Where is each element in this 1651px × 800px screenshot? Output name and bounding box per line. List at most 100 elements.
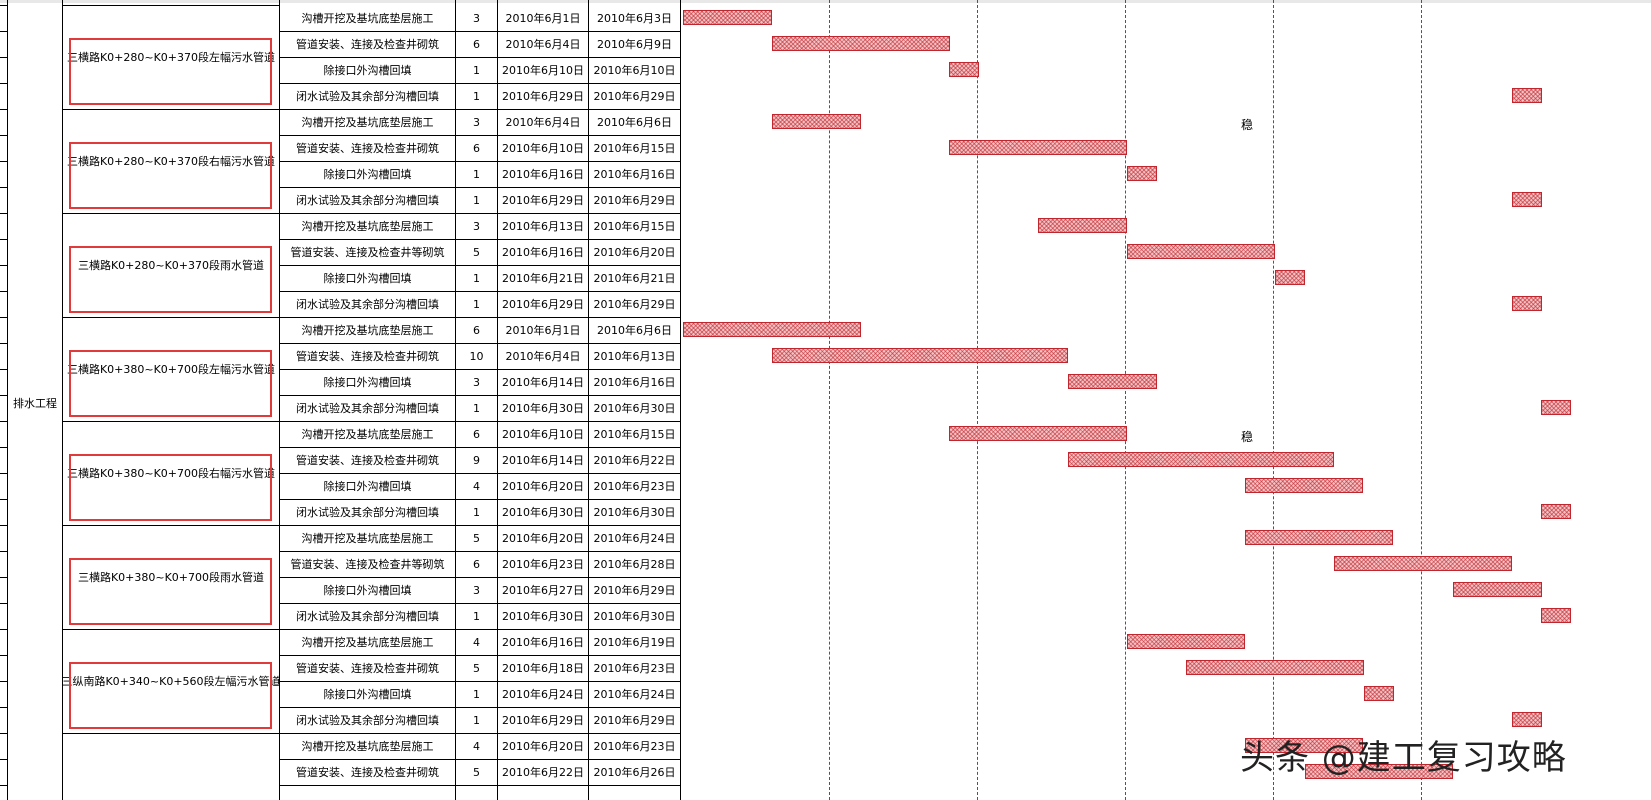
start-date-cell[interactable]: 2010年6月29日 <box>502 298 584 311</box>
duration-cell[interactable]: 1 <box>473 89 480 103</box>
duration-cell[interactable]: 1 <box>473 167 480 181</box>
task-name-cell[interactable]: 闭水试验及其余部分沟槽回填 <box>296 298 439 311</box>
gantt-bar[interactable] <box>772 114 861 129</box>
end-date-cell[interactable]: 2010年6月15日 <box>593 428 676 441</box>
duration-cell[interactable]: 1 <box>473 63 480 77</box>
end-date-cell[interactable]: 2010年6月15日 <box>593 220 676 233</box>
task-name-cell[interactable]: 沟槽开挖及基坑底垫层施工 <box>301 740 434 753</box>
end-date-cell[interactable]: 2010年6月6日 <box>597 324 672 337</box>
start-date-cell[interactable]: 2010年6月16日 <box>502 246 584 259</box>
start-date-cell[interactable]: 2010年6月29日 <box>502 194 584 207</box>
duration-cell[interactable]: 5 <box>473 531 480 545</box>
task-name-cell[interactable]: 闭水试验及其余部分沟槽回填 <box>296 90 439 103</box>
end-date-cell[interactable]: 2010年6月30日 <box>593 402 676 415</box>
start-date-cell[interactable]: 2010年6月23日 <box>502 558 584 571</box>
start-date-cell[interactable]: 2010年6月1日 <box>505 324 581 337</box>
category-cell[interactable]: 排水工程 <box>13 396 57 410</box>
duration-cell[interactable]: 6 <box>473 427 480 441</box>
end-date-cell[interactable]: 2010年6月29日 <box>593 298 676 311</box>
duration-cell[interactable]: 3 <box>473 219 480 233</box>
gantt-bar[interactable] <box>1275 270 1305 285</box>
gantt-bar[interactable] <box>1127 244 1275 259</box>
gantt-bar[interactable] <box>683 10 772 25</box>
duration-cell[interactable]: 5 <box>473 765 480 779</box>
cell-note[interactable]: 稳 <box>1241 118 1254 132</box>
duration-cell[interactable]: 6 <box>473 557 480 571</box>
start-date-cell[interactable]: 2010年6月20日 <box>502 532 584 545</box>
task-name-cell[interactable]: 除接口外沟槽回填 <box>323 480 412 493</box>
group-name-cell[interactable]: 三纵南路K0+340~K0+560段左幅污水管道 <box>61 675 281 688</box>
cell-note[interactable]: 稳 <box>1241 430 1254 444</box>
end-date-cell[interactable]: 2010年6月15日 <box>593 142 676 155</box>
gantt-bar[interactable] <box>949 62 979 77</box>
gantt-bar[interactable] <box>1127 634 1245 649</box>
start-date-cell[interactable]: 2010年6月22日 <box>502 766 584 779</box>
gantt-bar[interactable] <box>1541 608 1571 623</box>
gantt-bar[interactable] <box>1512 712 1542 727</box>
duration-cell[interactable]: 4 <box>473 739 480 753</box>
start-date-cell[interactable]: 2010年6月14日 <box>502 454 584 467</box>
end-date-cell[interactable]: 2010年6月6日 <box>597 116 672 129</box>
task-name-cell[interactable]: 沟槽开挖及基坑底垫层施工 <box>301 428 434 441</box>
task-name-cell[interactable]: 沟槽开挖及基坑底垫层施工 <box>301 636 434 649</box>
group-name-cell[interactable] <box>63 733 279 800</box>
end-date-cell[interactable]: 2010年6月16日 <box>593 376 676 389</box>
task-name-cell[interactable]: 管道安装、连接及检查井砌筑 <box>296 766 439 779</box>
duration-cell[interactable]: 3 <box>473 583 480 597</box>
gantt-bar[interactable] <box>1305 764 1453 779</box>
end-date-cell[interactable]: 2010年6月23日 <box>593 480 676 493</box>
duration-cell[interactable]: 3 <box>473 11 480 25</box>
group-name-cell[interactable]: 三横路K0+380~K0+700段雨水管道 <box>77 571 265 584</box>
end-date-cell[interactable]: 2010年6月16日 <box>593 168 676 181</box>
task-name-cell[interactable]: 闭水试验及其余部分沟槽回填 <box>296 506 439 519</box>
start-date-cell[interactable]: 2010年6月16日 <box>502 636 584 649</box>
task-name-cell[interactable]: 除接口外沟槽回填 <box>323 272 412 285</box>
task-name-cell[interactable]: 沟槽开挖及基坑底垫层施工 <box>301 220 434 233</box>
duration-cell[interactable]: 3 <box>473 115 480 129</box>
gantt-bar[interactable] <box>1364 686 1394 701</box>
start-date-cell[interactable]: 2010年6月30日 <box>502 506 584 519</box>
task-name-cell[interactable]: 沟槽开挖及基坑底垫层施工 <box>301 324 434 337</box>
task-name-cell[interactable]: 管道安装、连接及检查井砌筑 <box>296 662 439 675</box>
duration-cell[interactable]: 5 <box>473 661 480 675</box>
gantt-bar[interactable] <box>683 322 861 337</box>
task-name-cell[interactable]: 管道安装、连接及检查井砌筑 <box>296 38 439 51</box>
start-date-cell[interactable]: 2010年6月27日 <box>502 584 584 597</box>
task-name-cell[interactable]: 管道安装、连接及检查井砌筑 <box>296 142 439 155</box>
task-name-cell[interactable]: 除接口外沟槽回填 <box>323 168 412 181</box>
duration-cell[interactable]: 1 <box>473 193 480 207</box>
start-date-cell[interactable]: 2010年6月4日 <box>505 116 581 129</box>
start-date-cell[interactable]: 2010年6月10日 <box>502 142 584 155</box>
gantt-bar[interactable] <box>1512 192 1542 207</box>
group-name-cell[interactable]: 三横路K0+280~K0+370段雨水管道 <box>77 259 265 272</box>
end-date-cell[interactable]: 2010年6月30日 <box>593 506 676 519</box>
start-date-cell[interactable]: 2010年6月21日 <box>502 272 584 285</box>
start-date-cell[interactable]: 2010年6月30日 <box>502 402 584 415</box>
task-name-cell[interactable]: 除接口外沟槽回填 <box>323 584 412 597</box>
gantt-bar[interactable] <box>1512 296 1542 311</box>
start-date-cell[interactable]: 2010年6月18日 <box>502 662 584 675</box>
start-date-cell[interactable]: 2010年6月20日 <box>502 740 584 753</box>
end-date-cell[interactable]: 2010年6月30日 <box>593 610 676 623</box>
task-name-cell[interactable]: 沟槽开挖及基坑底垫层施工 <box>301 116 434 129</box>
gantt-bar[interactable] <box>1245 478 1363 493</box>
duration-cell[interactable]: 1 <box>473 505 480 519</box>
group-name-cell[interactable]: 三横路K0+280~K0+370段左幅污水管道 <box>66 51 276 64</box>
duration-cell[interactable]: 6 <box>473 37 480 51</box>
task-name-cell[interactable]: 闭水试验及其余部分沟槽回填 <box>296 610 439 623</box>
end-date-cell[interactable]: 2010年6月13日 <box>593 350 676 363</box>
task-name-cell[interactable]: 管道安装、连接及检查井砌筑 <box>296 454 439 467</box>
end-date-cell[interactable]: 2010年6月24日 <box>593 532 676 545</box>
task-name-cell[interactable]: 管道安装、连接及检查井等砌筑 <box>290 246 445 259</box>
start-date-cell[interactable]: 2010年6月10日 <box>502 428 584 441</box>
duration-cell[interactable]: 1 <box>473 609 480 623</box>
end-date-cell[interactable]: 2010年6月29日 <box>593 194 676 207</box>
gantt-bar[interactable] <box>1334 556 1512 571</box>
start-date-cell[interactable]: 2010年6月4日 <box>505 38 581 51</box>
duration-cell[interactable]: 4 <box>473 479 480 493</box>
end-date-cell[interactable]: 2010年6月24日 <box>593 688 676 701</box>
gantt-bar[interactable] <box>1541 504 1571 519</box>
gantt-bar[interactable] <box>1512 88 1542 103</box>
start-date-cell[interactable]: 2010年6月14日 <box>502 376 584 389</box>
task-name-cell[interactable]: 管道安装、连接及检查井砌筑 <box>296 350 439 363</box>
